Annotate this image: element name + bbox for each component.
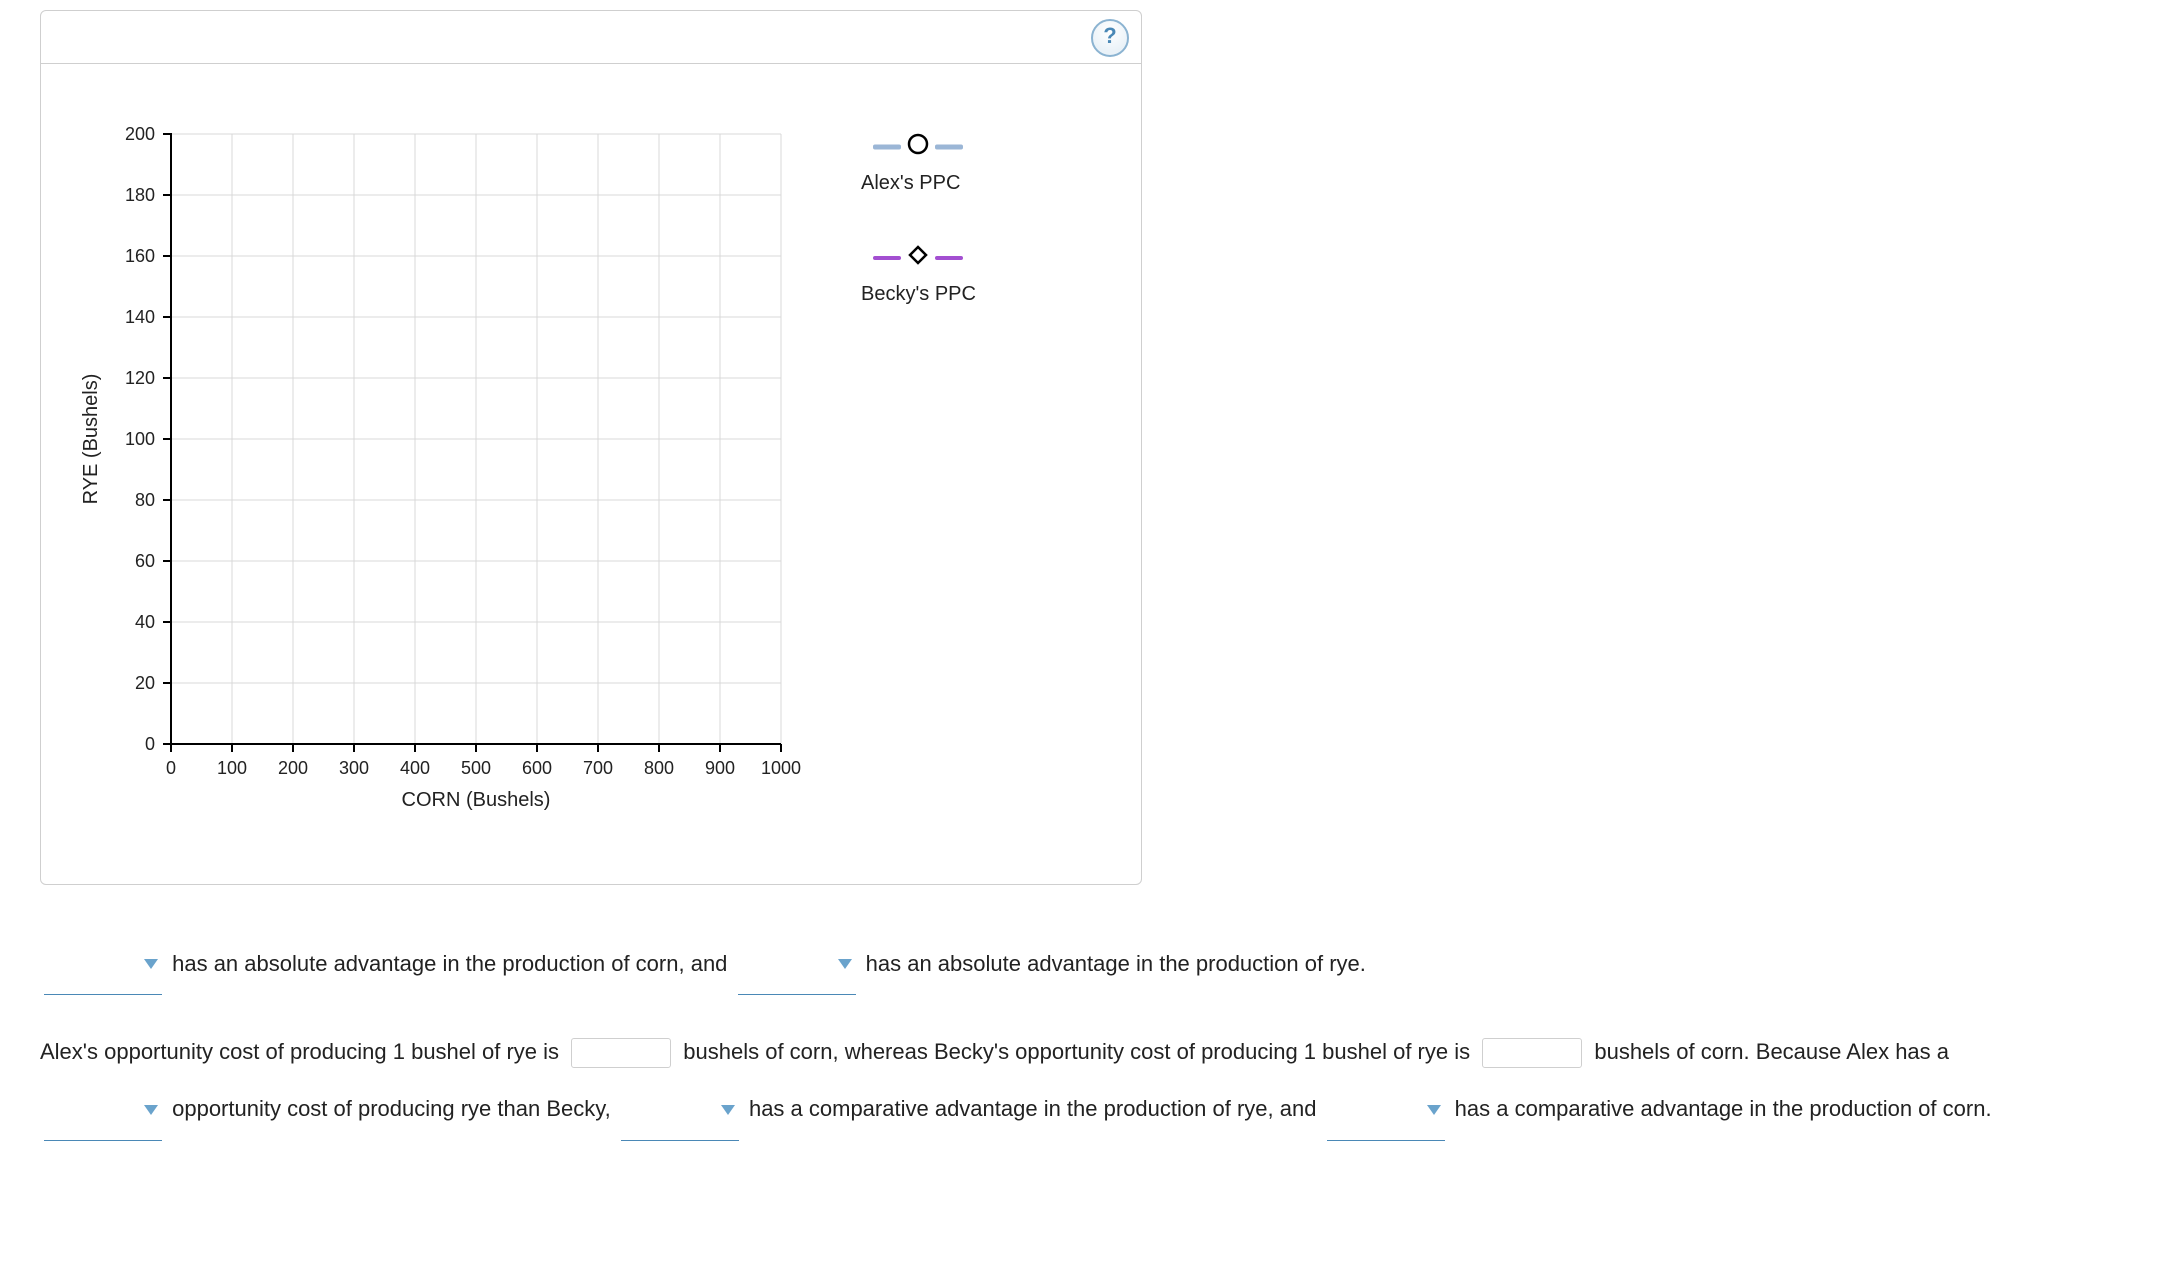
svg-text:0: 0	[145, 734, 155, 754]
svg-text:180: 180	[125, 185, 155, 205]
legend-entry-becky[interactable]: Becky's PPC	[861, 245, 976, 306]
svg-text:CORN (Bushels): CORN (Bushels)	[402, 789, 551, 811]
svg-text:300: 300	[339, 758, 369, 778]
legend-entry-alex[interactable]: Alex's PPC	[861, 134, 976, 195]
dropdown-comp-rye[interactable]	[621, 1080, 739, 1140]
svg-text:500: 500	[461, 758, 491, 778]
ppc-chart: 0 100 200 300 400 500 600 700 800 900 1000 0 20 40 60 8…	[61, 104, 831, 824]
svg-text:1000: 1000	[761, 758, 801, 778]
dropdown-abs-rye[interactable]	[738, 935, 856, 995]
svg-text:80: 80	[135, 490, 155, 510]
svg-text:200: 200	[125, 124, 155, 144]
svg-text:100: 100	[125, 429, 155, 449]
dropdown-comp-corn[interactable]	[1327, 1080, 1445, 1140]
svg-text:800: 800	[644, 758, 674, 778]
legend-swatch-alex	[873, 134, 963, 160]
text: has an absolute advantage in the product…	[860, 951, 1366, 976]
svg-text:200: 200	[278, 758, 308, 778]
chart-panel: ? 0 100 200 300 400 500 600 700 800 900 1000 0 20 40 6…	[40, 10, 1142, 885]
svg-text:140: 140	[125, 307, 155, 327]
text: has an absolute advantage in the product…	[166, 951, 734, 976]
input-oc-becky[interactable]	[1482, 1038, 1582, 1068]
legend-label-becky: Becky's PPC	[861, 283, 976, 306]
svg-text:0: 0	[166, 758, 176, 778]
text: Alex's opportunity cost of producing 1 b…	[40, 1039, 565, 1064]
svg-text:RYE (Bushels): RYE (Bushels)	[80, 374, 102, 505]
question-prose: has an absolute advantage in the product…	[40, 935, 2040, 1141]
svg-text:100: 100	[217, 758, 247, 778]
svg-text:40: 40	[135, 612, 155, 632]
svg-text:600: 600	[522, 758, 552, 778]
svg-text:900: 900	[705, 758, 735, 778]
legend: Alex's PPC Becky's PPC	[861, 134, 976, 356]
page-root: ? 0 100 200 300 400 500 600 700 800 900 1000 0 20 40 6…	[0, 0, 2161, 1209]
chart-svg: 0 100 200 300 400 500 600 700 800 900 1000 0 20 40 60 8…	[61, 104, 831, 824]
text: bushels of corn, whereas Becky's opportu…	[677, 1039, 1476, 1064]
text: bushels of corn. Because Alex has a	[1588, 1039, 1949, 1064]
svg-text:20: 20	[135, 673, 155, 693]
legend-label-alex: Alex's PPC	[861, 172, 976, 195]
svg-text:120: 120	[125, 368, 155, 388]
text: has a comparative advantage in the produ…	[743, 1096, 1323, 1121]
paragraph-1: has an absolute advantage in the product…	[40, 935, 2040, 995]
input-oc-alex[interactable]	[571, 1038, 671, 1068]
paragraph-2: Alex's opportunity cost of producing 1 b…	[40, 1023, 2040, 1140]
panel-header: ?	[41, 11, 1141, 64]
svg-text:700: 700	[583, 758, 613, 778]
dropdown-abs-corn[interactable]	[44, 935, 162, 995]
help-button[interactable]: ?	[1091, 19, 1129, 57]
svg-text:400: 400	[400, 758, 430, 778]
svg-text:60: 60	[135, 551, 155, 571]
text: opportunity cost of producing rye than B…	[166, 1096, 617, 1121]
svg-text:160: 160	[125, 246, 155, 266]
legend-swatch-becky	[873, 245, 963, 271]
dropdown-higher-lower[interactable]	[44, 1080, 162, 1140]
panel-body: 0 100 200 300 400 500 600 700 800 900 1000 0 20 40 60 8…	[41, 64, 1141, 884]
text: has a comparative advantage in the produ…	[1449, 1096, 1992, 1121]
